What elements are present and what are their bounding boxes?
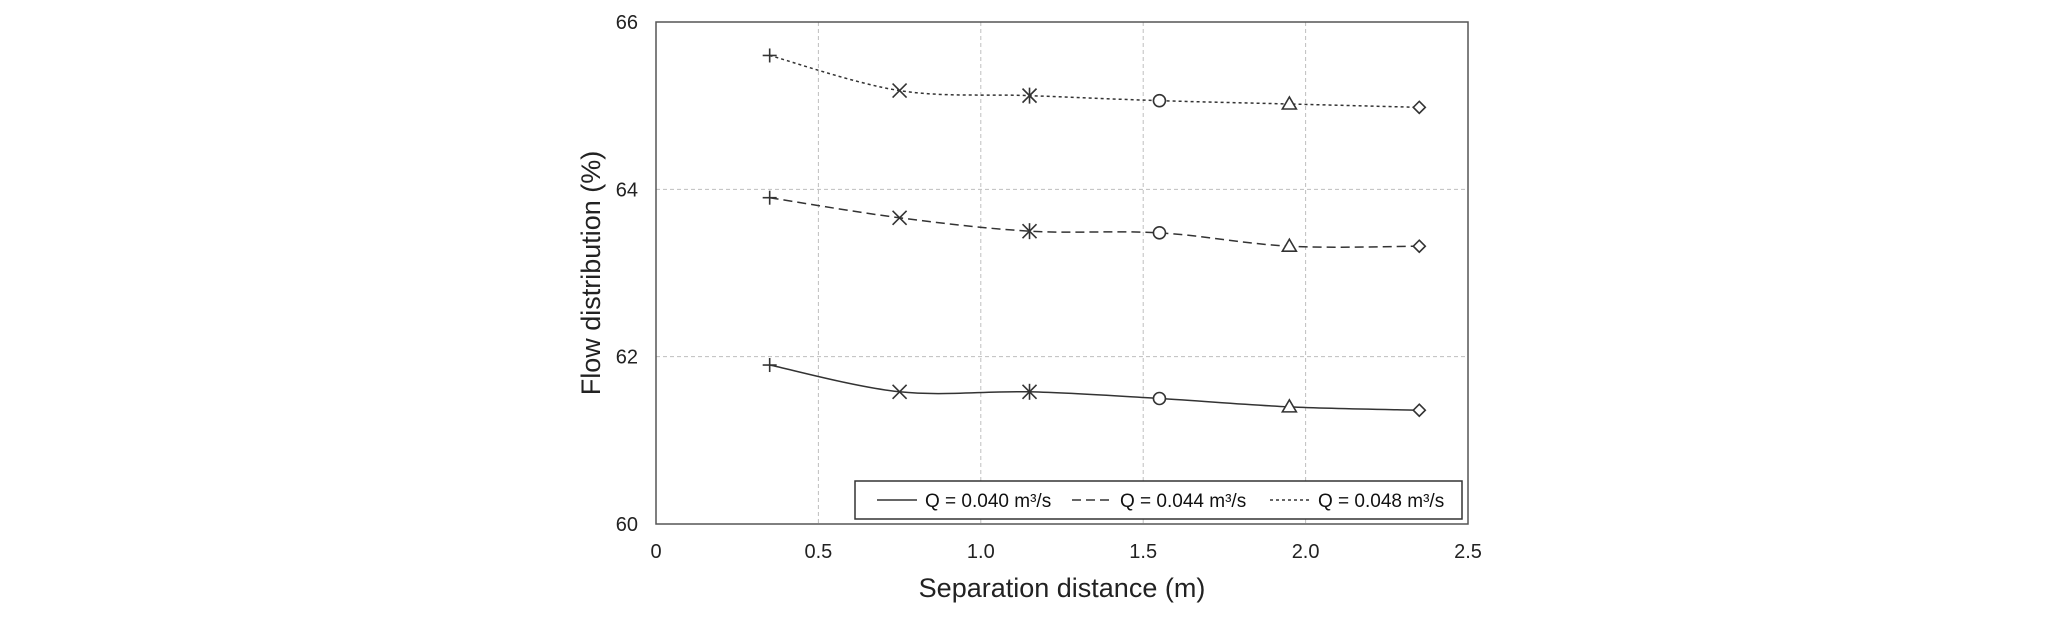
x-tick-label: 2.5 (1454, 541, 1482, 563)
plot-area-frame (655, 21, 1469, 525)
data-point-s1-circle (1152, 391, 1167, 406)
legend-label-2: Q = 0.044 m³/s (1120, 491, 1246, 512)
data-point-s2-asterisk (1021, 223, 1038, 240)
y-axis-title: Flow distribution (%) (576, 151, 606, 396)
data-point-s2-circle (1152, 226, 1167, 240)
data-point-s1-cross (892, 384, 908, 400)
y-tick-label: 60 (616, 514, 638, 536)
x-axis-title: Separation distance (m) (919, 573, 1206, 603)
series-line-1 (769, 364, 1420, 411)
x-tick-label: 1.5 (1129, 541, 1157, 563)
y-tick-label: 66 (616, 12, 638, 34)
y-axis-tick-labels: 60 62 64 66 (616, 12, 638, 536)
x-tick-label: 0.5 (804, 541, 832, 563)
gridlines (656, 22, 1468, 524)
data-point-s1-plus (762, 358, 777, 373)
data-point-s2-triangle (1280, 237, 1298, 253)
legend-label-1: Q = 0.040 m³/s (925, 491, 1051, 512)
x-tick-label: 1.0 (967, 541, 995, 563)
series-line-3 (769, 54, 1420, 109)
y-tick-label: 62 (616, 347, 638, 369)
y-tick-label: 64 (616, 179, 638, 201)
legend-box (854, 480, 1463, 520)
data-point-s1-triangle (1280, 398, 1298, 413)
data-markers (762, 48, 1427, 418)
data-point-s3-diamond (1412, 100, 1427, 115)
legend: Q = 0.040 m³/s Q = 0.044 m³/s Q = 0.048 m³… (854, 480, 1463, 520)
x-axis-tick-labels: 0 0.5 1.0 1.5 2.0 2.5 (650, 541, 1481, 563)
series-lines (769, 54, 1420, 411)
data-point-s3-cross (892, 83, 908, 99)
x-tick-label: 0 (650, 541, 661, 563)
data-point-s2-cross (892, 210, 908, 226)
data-point-s3-triangle (1280, 95, 1298, 110)
data-point-s1-asterisk (1021, 383, 1038, 400)
data-point-s2-plus (762, 190, 777, 205)
series-line-2 (769, 196, 1420, 248)
x-tick-label: 2.0 (1292, 541, 1320, 563)
data-point-s2-diamond (1412, 239, 1427, 254)
data-point-s3-plus (762, 48, 777, 63)
legend-label-3: Q = 0.048 m³/s (1318, 491, 1444, 512)
data-point-s3-circle (1152, 93, 1167, 108)
data-point-s3-asterisk (1021, 87, 1038, 104)
data-point-s1-diamond (1412, 403, 1427, 418)
